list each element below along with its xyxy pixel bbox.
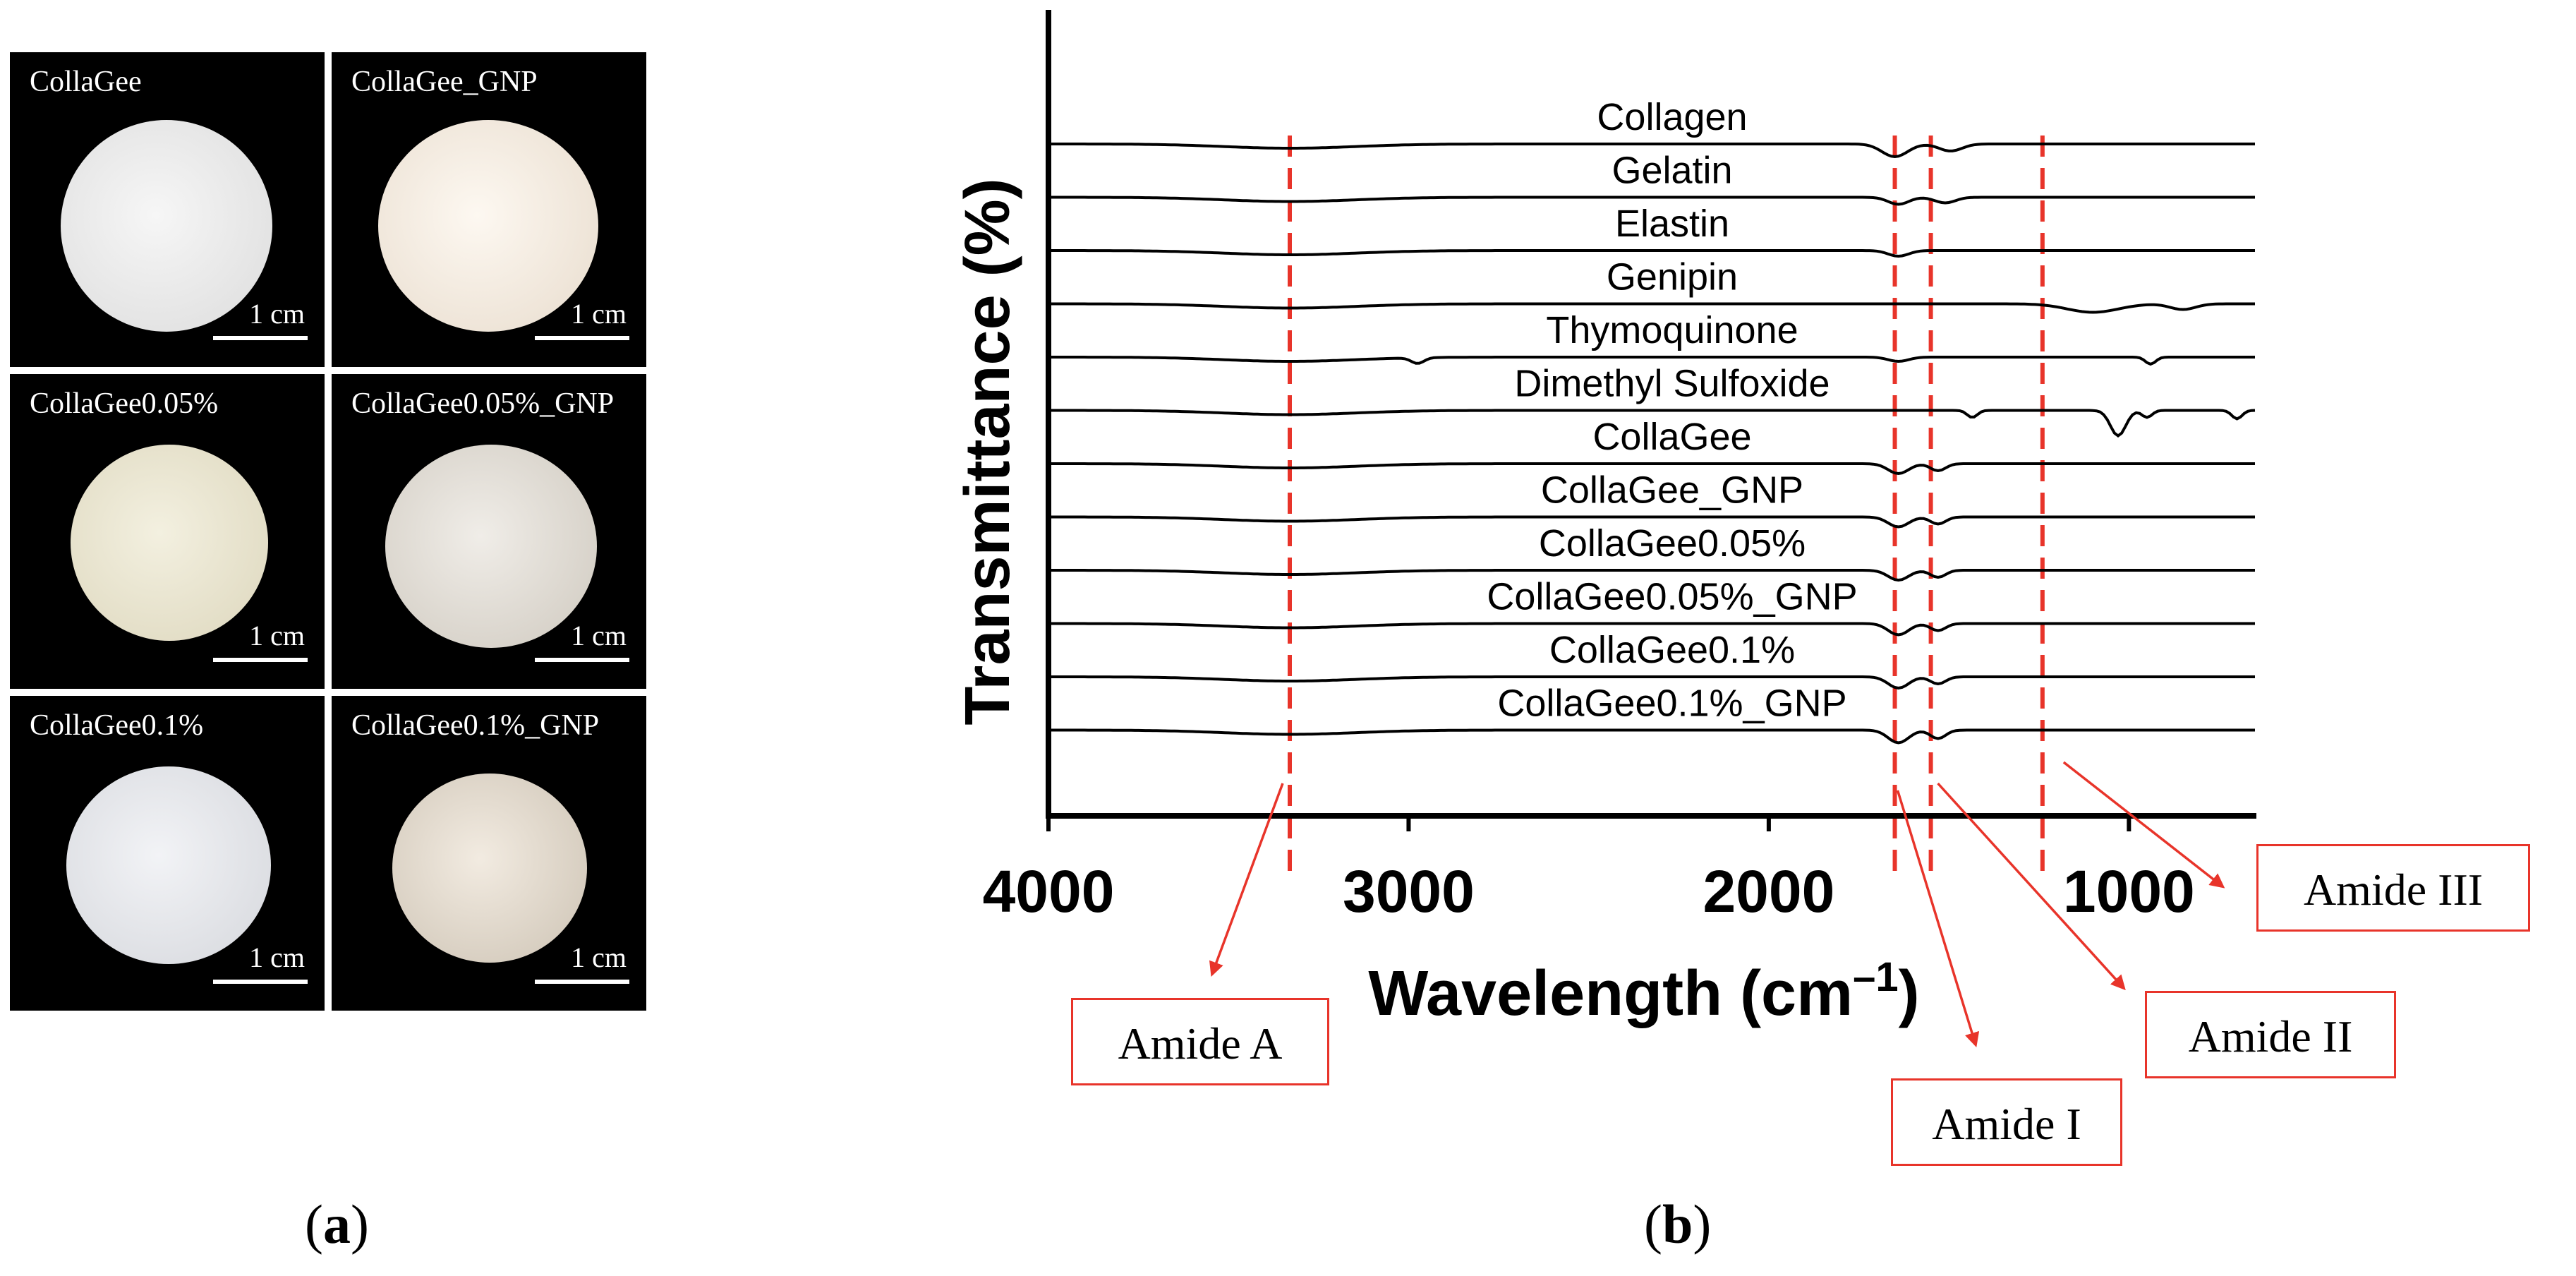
- series-label: CollaGee0.05%_GNP: [1487, 576, 1857, 618]
- scale-bar: [535, 336, 629, 340]
- series-label: CollaGee0.1%_GNP: [1497, 682, 1846, 725]
- sample-tile: CollaGee0.05% 1 cm: [10, 374, 325, 689]
- sample-label: CollaGee: [30, 66, 142, 98]
- panel-label-b: (b): [1644, 1193, 1712, 1255]
- y-axis-label: Transmittance (%): [953, 178, 1023, 725]
- sample-tile: CollaGee_GNP 1 cm: [332, 52, 646, 367]
- spectrum-line: [1048, 462, 2255, 476]
- scale-bar-label: 1 cm: [249, 941, 305, 973]
- spectrum-line: [1048, 302, 2255, 314]
- annotation-arrow: [2062, 761, 2225, 889]
- scale-bar: [213, 658, 308, 662]
- scale-bar-label: 1 cm: [571, 620, 627, 651]
- scale-bar: [213, 336, 308, 340]
- sample-disc: [66, 766, 271, 964]
- spectrum-line: [1048, 569, 2255, 582]
- series-label: Collagen: [1597, 96, 1747, 138]
- scale-bar: [535, 980, 629, 984]
- series-label: Elastin: [1615, 203, 1729, 245]
- series-label: CollaGee0.1%: [1549, 629, 1795, 671]
- sample-disc: [71, 445, 268, 641]
- spectrum-line: [1048, 675, 2255, 690]
- spectrum-line: [1048, 622, 2255, 637]
- sample-tile: CollaGee 1 cm: [10, 52, 325, 367]
- spectrum-line: [1048, 195, 2255, 206]
- sample-label: CollaGee0.05%: [30, 387, 219, 420]
- x-tick-label: 3000: [1343, 858, 1475, 925]
- sample-disc: [392, 774, 587, 963]
- amide-i-box: Amide I: [1891, 1078, 2122, 1166]
- amide-iii-box: Amide III: [2256, 844, 2530, 932]
- panel-label-a: (a): [305, 1193, 369, 1255]
- sample-tile: CollaGee0.1% 1 cm: [10, 696, 325, 1011]
- scale-bar-label: 1 cm: [571, 298, 627, 330]
- series-label: CollaGee0.05%: [1539, 522, 1806, 565]
- spectrum-line: [1048, 249, 2255, 258]
- annotation-arrow: [1937, 782, 2126, 991]
- x-axis-label: Wavelength (cm–1): [1368, 954, 1919, 1029]
- spectrum-line: [1048, 356, 2255, 366]
- annotation-arrows: [1209, 761, 2225, 1048]
- x-axis-label-main: Wavelength (cm: [1368, 958, 1853, 1029]
- sample-label: CollaGee_GNP: [351, 66, 538, 98]
- x-tick-label: 1000: [2063, 858, 2195, 925]
- sample-photo-grid: CollaGee 1 cm CollaGee_GNP 1 cm CollaGee…: [10, 52, 646, 1012]
- sample-disc: [385, 445, 597, 648]
- series-label: CollaGee_GNP: [1541, 469, 1803, 512]
- x-tick-label: 4000: [983, 858, 1115, 925]
- spectrum-line: [1048, 728, 2255, 745]
- annotation-arrow: [1896, 790, 1980, 1048]
- sample-disc: [378, 120, 598, 332]
- sample-tile: CollaGee0.05%_GNP 1 cm: [332, 374, 646, 689]
- scale-bar: [535, 658, 629, 662]
- sample-tile: CollaGee0.1%_GNP 1 cm: [332, 696, 646, 1011]
- scale-bar-label: 1 cm: [249, 620, 305, 651]
- reference-lines: [1288, 136, 2045, 872]
- x-tick-label: 2000: [1703, 858, 1834, 925]
- spectra-lines: [1048, 143, 2256, 745]
- sample-label: CollaGee0.1%: [30, 709, 204, 742]
- spectrum-line: [1048, 515, 2255, 529]
- sample-label: CollaGee0.05%_GNP: [351, 387, 615, 420]
- sample-disc: [61, 120, 272, 332]
- x-ticks: 4000 3000 2000 1000: [983, 816, 2195, 925]
- x-axis-label-superscript: –1: [1853, 954, 1899, 1000]
- scale-bar: [213, 980, 308, 984]
- series-label: CollaGee: [1592, 416, 1751, 458]
- amide-ii-box: Amide II: [2145, 991, 2396, 1078]
- sample-label: CollaGee0.1%_GNP: [351, 709, 600, 742]
- scale-bar-label: 1 cm: [249, 298, 305, 330]
- annotation-arrow: [1209, 783, 1284, 977]
- x-axis-label-close: ): [1899, 958, 1920, 1029]
- series-label: Dimethyl Sulfoxide: [1514, 363, 1830, 405]
- spectrum-line: [1048, 409, 2256, 438]
- series-label: Gelatin: [1611, 150, 1732, 192]
- series-label: Thymoquinone: [1546, 309, 1798, 351]
- series-label: Genipin: [1607, 256, 1738, 299]
- series-labels: Collagen Gelatin Elastin Genipin Thymoquinon…: [1487, 96, 1857, 725]
- spectrum-line: [1048, 143, 2255, 159]
- amide-a-box: Amide A: [1071, 998, 1329, 1085]
- scale-bar-label: 1 cm: [571, 941, 627, 973]
